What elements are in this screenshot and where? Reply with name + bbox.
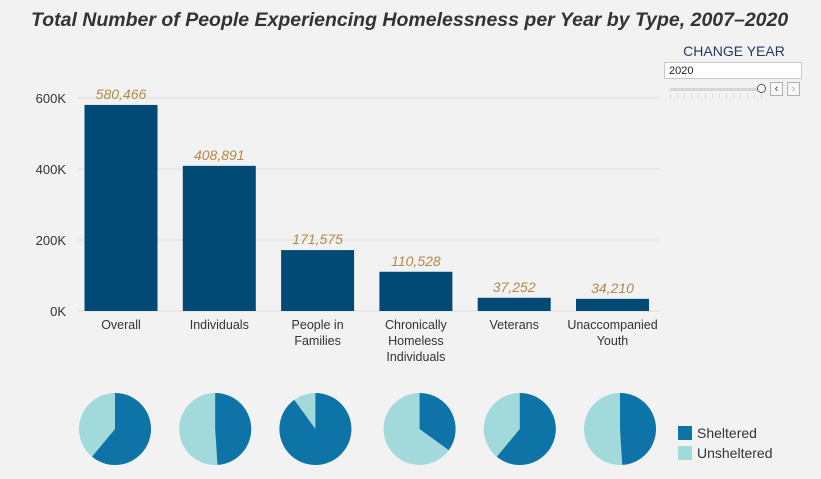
legend-label-unsheltered: Unsheltered	[697, 445, 773, 461]
legend-swatch-unsheltered	[678, 446, 692, 460]
pie-slice-sheltered[interactable]	[279, 393, 352, 465]
x-tick-label: Individuals	[386, 350, 445, 364]
pie-charts	[79, 393, 656, 466]
year-slider-thumb[interactable]	[757, 84, 766, 93]
year-slider-ticks	[670, 94, 762, 98]
pie-slice-sheltered[interactable]	[419, 393, 456, 451]
bar-value-label: 171,575	[292, 231, 343, 247]
bar-chart: 580,466 Overall 408,891 Individuals 171,575 P…	[84, 86, 658, 364]
y-tick-label: 600K	[36, 91, 67, 106]
pie-slice-sheltered[interactable]	[620, 393, 656, 465]
bar-value-label: 110,528	[391, 253, 441, 269]
y-tick-label: 400K	[36, 162, 67, 177]
legend-label-sheltered: Sheltered	[697, 425, 757, 441]
chevron-right-icon: ›	[791, 83, 796, 95]
grid-lines: 0K 200K 400K 600K	[36, 91, 660, 319]
pie-slice-sheltered[interactable]	[215, 393, 252, 465]
y-tick-label: 200K	[36, 233, 67, 248]
change-year-label: CHANGE YEAR	[683, 43, 785, 59]
legend-swatch-sheltered	[678, 426, 692, 440]
y-tick-label: 0K	[50, 304, 66, 319]
bar[interactable]	[281, 250, 355, 311]
chart-title: Total Number of People Experiencing Home…	[31, 9, 789, 31]
bar-value-label: 34,210	[591, 280, 634, 296]
x-tick-label: Youth	[597, 334, 629, 348]
x-tick-label: Veterans	[490, 318, 539, 332]
bar[interactable]	[379, 271, 453, 311]
bar[interactable]	[576, 298, 649, 311]
bar[interactable]	[84, 104, 158, 311]
x-tick-label: Homeless	[388, 334, 444, 348]
x-tick-label: Chronically	[385, 318, 448, 332]
bar-value-label: 580,466	[96, 86, 147, 102]
prev-year-button[interactable]: ‹	[770, 82, 783, 96]
x-tick-label: Unaccompanied	[567, 318, 657, 332]
next-year-button[interactable]: ›	[787, 82, 800, 96]
year-slider-track[interactable]	[670, 88, 762, 91]
x-tick-label: Overall	[101, 318, 141, 332]
chevron-left-icon: ‹	[774, 83, 779, 95]
pie-slice-sheltered[interactable]	[496, 393, 556, 465]
x-tick-label: Individuals	[190, 318, 249, 332]
bar-value-label: 408,891	[194, 147, 245, 163]
bar[interactable]	[182, 165, 256, 311]
year-input[interactable]	[664, 62, 802, 79]
bar[interactable]	[477, 297, 551, 311]
bar-value-label: 37,252	[493, 279, 536, 295]
x-tick-label: People in	[292, 318, 344, 332]
pie-slice-sheltered[interactable]	[92, 393, 152, 466]
x-tick-label: Families	[294, 334, 341, 348]
